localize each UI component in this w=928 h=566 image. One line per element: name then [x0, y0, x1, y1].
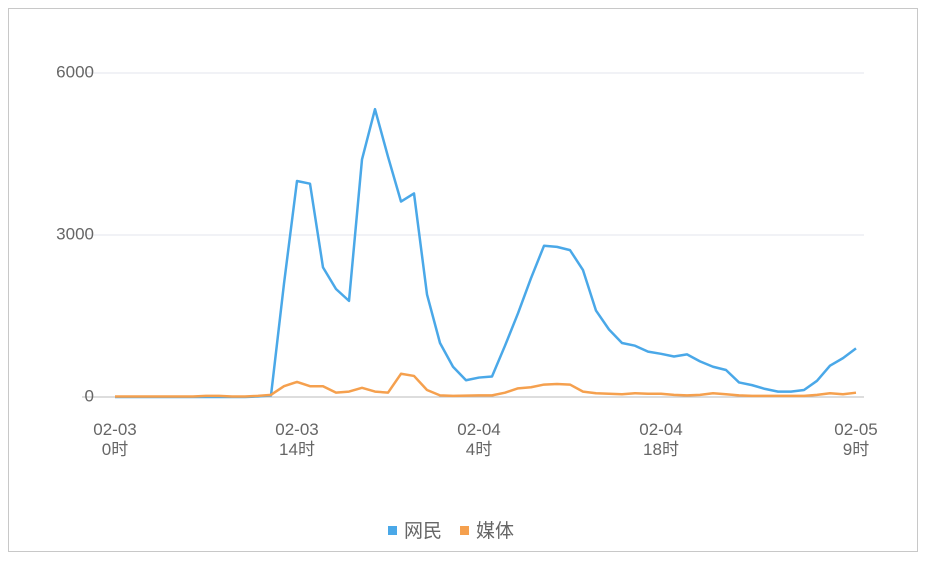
- legend-swatch: [460, 526, 470, 535]
- x-tick-label: 02-04 18时: [639, 420, 683, 459]
- x-tick-label: 02-03 14时: [275, 420, 319, 459]
- y-tick-label: 3000: [56, 224, 94, 243]
- legend-label: 媒体: [476, 520, 514, 542]
- legend-swatch: [388, 526, 397, 535]
- y-tick-label: 6000: [56, 62, 94, 81]
- x-tick-label: 02-03 0时: [93, 420, 137, 459]
- series-line: [115, 372, 857, 398]
- x-tick-label: 02-04 4时: [457, 420, 501, 459]
- legend-label: 网民: [404, 521, 442, 542]
- chart-frame: [8, 8, 918, 552]
- y-tick-label: 0: [85, 386, 94, 405]
- series-line: [115, 107, 857, 399]
- x-tick-label: 02-05 9时: [834, 420, 878, 459]
